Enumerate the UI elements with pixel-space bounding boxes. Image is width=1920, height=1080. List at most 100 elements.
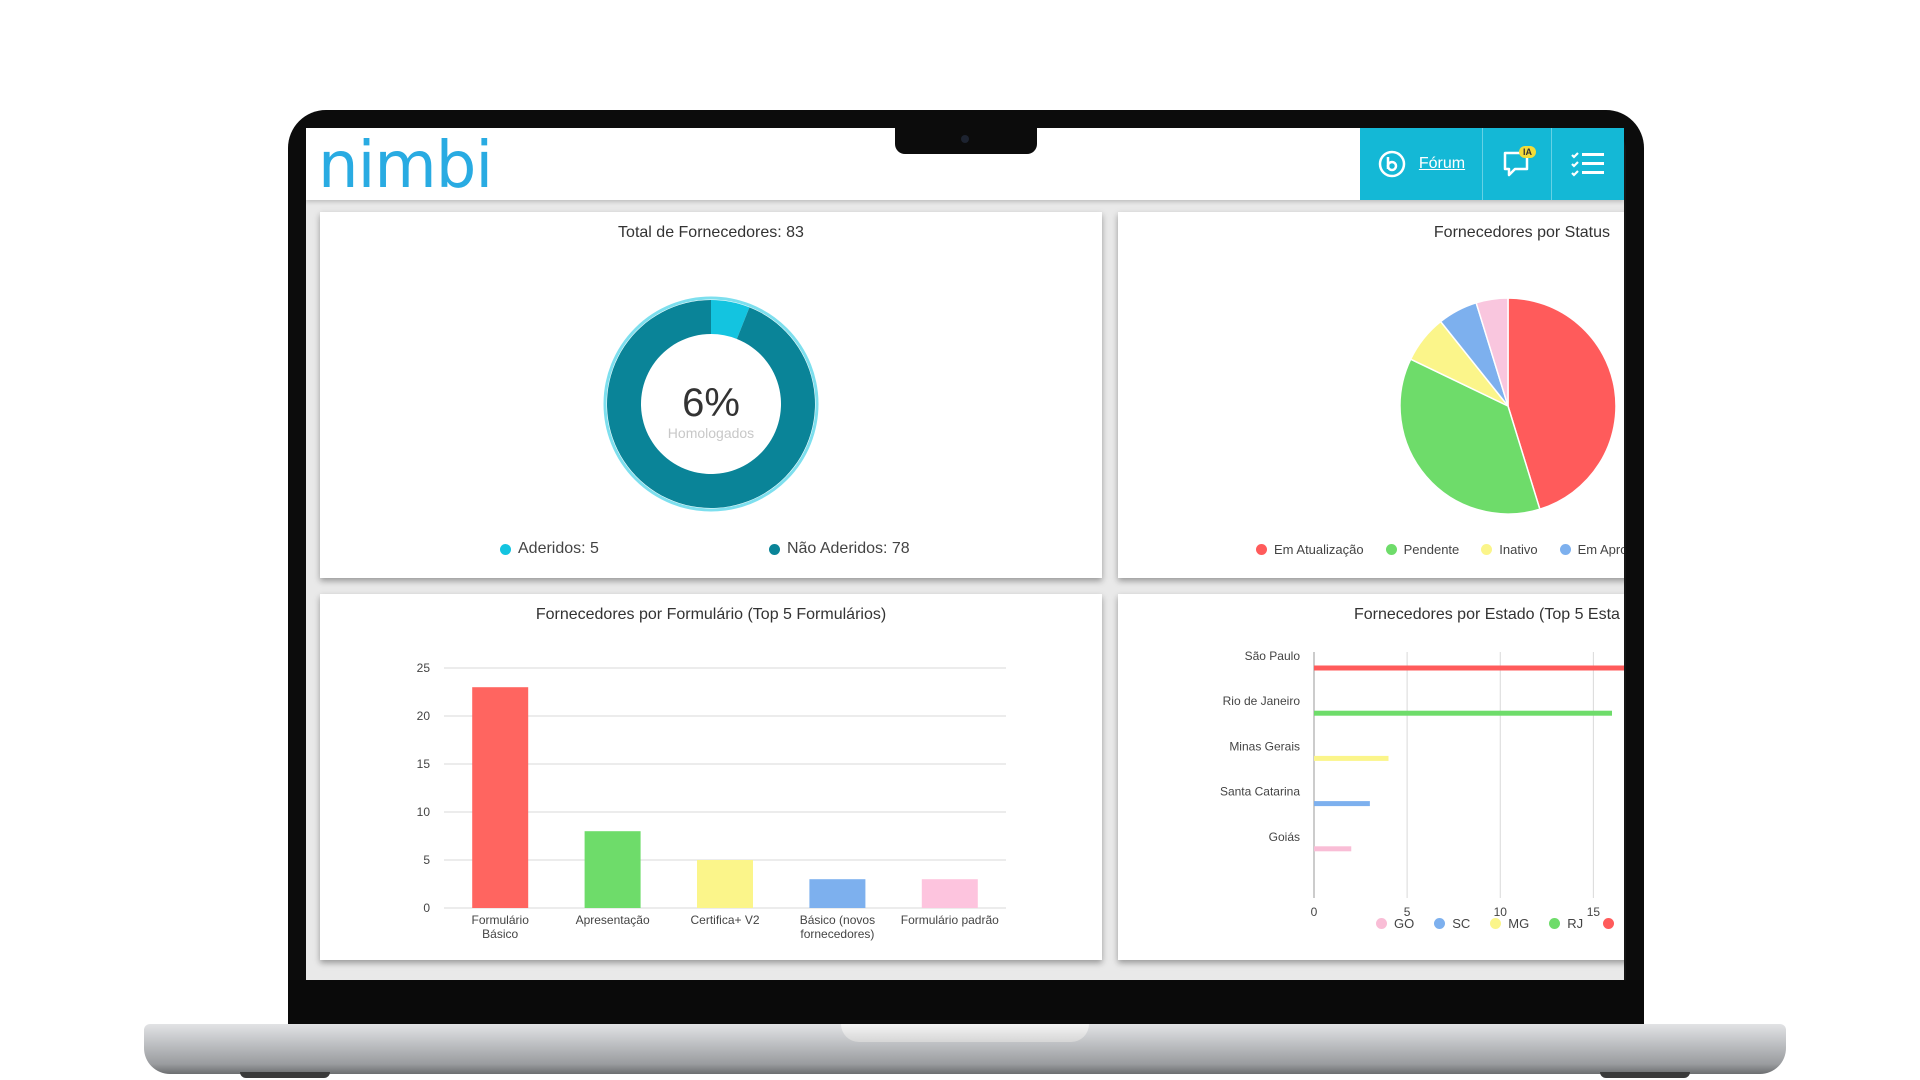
bar <box>809 879 866 908</box>
legend-label: Não Aderidos: 78 <box>786 540 910 557</box>
legend-dot <box>1603 918 1615 929</box>
status-legend: Em Atualização Pendente Inativo Em Aprov <box>1256 542 1624 557</box>
forum-b-icon <box>1378 150 1406 178</box>
total-suppliers-card: Total de Fornecedores: 83 6% Homologados … <box>320 212 1102 578</box>
donut-caption: Homologados <box>668 425 754 441</box>
status-card: Fornecedores por Status Em Atualização P… <box>1118 212 1624 578</box>
legend-dot-nao-aderidos <box>768 543 780 555</box>
legend-dot <box>1490 918 1502 929</box>
legend-item: Aderidos: 5 <box>500 540 599 558</box>
x-tick-label: Formulário padrão <box>901 913 999 927</box>
y-tick-label: Minas Gerais <box>1229 739 1300 753</box>
legend-label: Em Aprov <box>1577 542 1624 557</box>
card-title: Fornecedores por Status <box>1433 224 1610 241</box>
pie-slice <box>1507 297 1617 511</box>
legend-item: Em Atualização <box>1256 542 1364 557</box>
y-tick-label: Santa Catarina <box>1220 785 1300 799</box>
form-card: Fornecedores por Formulário (Top 5 Formu… <box>320 594 1102 960</box>
legend-dot <box>1481 544 1493 555</box>
pie-slice <box>1399 358 1541 515</box>
bar <box>584 831 641 908</box>
x-tick-label: 10 <box>1494 905 1508 919</box>
legend-label: GO <box>1394 916 1415 931</box>
bar <box>921 879 978 908</box>
legend-dot-aderidos <box>500 543 511 555</box>
legend-item: Não Aderidos: 78 <box>768 540 910 558</box>
status-pie-chart <box>1399 297 1617 515</box>
menu-button[interactable] <box>1552 128 1624 200</box>
x-tick-label: fornecedores) <box>800 927 874 941</box>
legend-item: Em Aprov <box>1559 542 1624 557</box>
card-title: Total de Fornecedores: 83 <box>618 224 804 241</box>
bar <box>1314 755 1389 761</box>
legend-item: MG <box>1490 916 1529 931</box>
x-tick-label: 15 <box>1587 905 1601 919</box>
legend-item: SC <box>1434 916 1470 931</box>
y-tick-label: 0 <box>423 901 430 915</box>
y-tick-label: São Paulo <box>1245 649 1301 663</box>
card-title: Fornecedores por Formulário (Top 5 Formu… <box>535 606 887 623</box>
laptop-foot <box>1600 1072 1690 1078</box>
legend-item: RJ <box>1549 916 1583 931</box>
state-legend: GO SC MG RJ <box>1376 916 1624 931</box>
laptop-foot <box>240 1072 330 1078</box>
nimbi-logo[interactable]: nimbi <box>318 129 493 203</box>
legend-item: Inativo <box>1481 542 1538 557</box>
x-tick-label: Básico <box>482 927 518 941</box>
legend-item: Pendente <box>1385 542 1460 557</box>
y-tick-label: 25 <box>417 661 431 675</box>
bar <box>1314 846 1352 852</box>
y-tick-label: 10 <box>417 805 431 819</box>
card-title: Fornecedores por Estado (Top 5 Esta <box>1354 606 1620 623</box>
bar <box>1314 801 1370 807</box>
x-tick-label: 0 <box>1311 905 1318 919</box>
forum-label: Fórum <box>1418 155 1466 172</box>
laptop-base <box>144 1024 1786 1074</box>
camera-icon <box>961 135 969 143</box>
legend-label: RJ <box>1567 916 1584 931</box>
legend-label: Pendente <box>1403 542 1460 557</box>
app-header: nimbi Fórum IA <box>306 128 1624 200</box>
legend-dot <box>1256 544 1267 555</box>
legend-label: Aderidos: 5 <box>518 540 599 557</box>
legend-dot <box>1549 918 1561 929</box>
screen: nimbi Fórum IA <box>306 128 1624 980</box>
legend-dot <box>1385 544 1397 555</box>
donut-chart: 6%Homologados <box>603 296 819 512</box>
laptop-chin <box>288 980 1644 1028</box>
donut-slice-aderidos <box>711 300 750 339</box>
pie-slice <box>1475 297 1509 407</box>
legend-label: Em Atualização <box>1274 542 1364 557</box>
legend-label: SC <box>1452 916 1471 931</box>
y-tick-label: Rio de Janeiro <box>1223 694 1301 708</box>
header-actions: Fórum IA <box>1360 128 1624 200</box>
y-tick-label: Goiás <box>1269 830 1300 844</box>
legend-label: Inativo <box>1499 542 1538 557</box>
checklist-menu-icon <box>1571 152 1604 177</box>
legend-dot <box>1434 918 1446 929</box>
ia-badge: IA <box>1519 146 1536 158</box>
donut-percent: 6% <box>682 381 740 425</box>
ai-chat-button[interactable]: IA <box>1483 128 1552 200</box>
x-tick-label: 5 <box>1404 905 1411 919</box>
legend-item <box>1603 918 1621 929</box>
forum-button[interactable]: Fórum <box>1360 128 1483 200</box>
y-tick-label: 5 <box>423 853 430 867</box>
bar <box>1314 665 1624 671</box>
donut-slice-nao-aderidos <box>607 300 815 508</box>
legend-dot <box>1559 544 1571 555</box>
y-tick-label: 15 <box>417 757 431 771</box>
legend-label: MG <box>1508 916 1530 931</box>
state-card: Fornecedores por Estado (Top 5 Esta 0 5 10… <box>1118 594 1624 960</box>
bar <box>697 860 753 908</box>
legend-dot <box>1376 918 1387 929</box>
x-tick-label: Formulário <box>472 913 530 927</box>
bar <box>1314 710 1612 716</box>
state-bar-chart: 0 5 10 15 São Paulo Rio de Janeiro Minas Gerai… <box>1220 649 1624 919</box>
bar <box>472 687 529 908</box>
x-tick-label: Básico (novos <box>800 913 875 927</box>
donut-outer-ring <box>603 296 819 512</box>
x-tick-label: Certifica+ V2 <box>690 913 759 927</box>
camera-notch <box>895 128 1037 154</box>
